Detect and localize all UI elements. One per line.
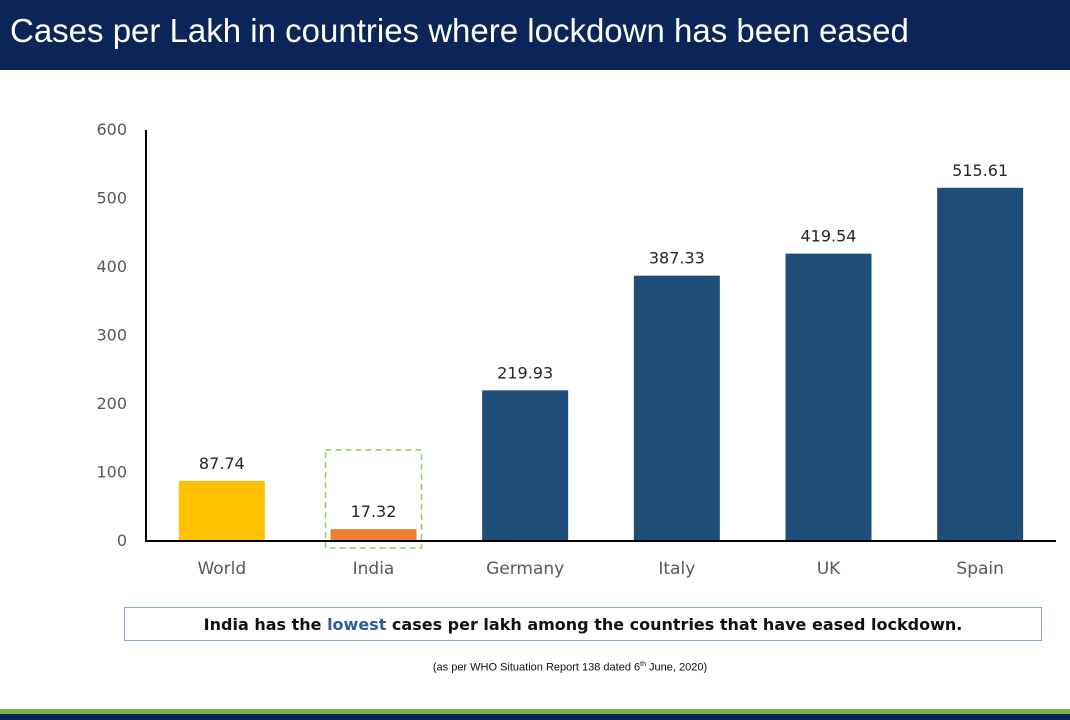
x-tick-label-spain: Spain [956, 559, 1004, 579]
y-tick-label: 200 [96, 394, 127, 413]
y-tick-label: 400 [96, 257, 127, 276]
x-axis-ticks: World India Germany Italy UK Spain [197, 559, 1003, 579]
bar-italy [633, 275, 720, 541]
bars [178, 187, 1024, 549]
y-axis-ticks: 0 100 200 300 400 500 600 [96, 120, 127, 550]
y-tick-label: 600 [96, 120, 127, 139]
data-label-uk: 419.54 [801, 227, 857, 246]
source-note-date: June, 2020) [645, 661, 708, 674]
bar-uk [785, 253, 872, 541]
y-tick-label: 300 [96, 326, 127, 345]
x-tick-label-italy: Italy [658, 559, 695, 579]
bar-germany [482, 390, 569, 541]
y-tick-label: 500 [96, 189, 127, 208]
x-tick-label-uk: UK [817, 559, 841, 579]
callout-highlight: lowest [327, 615, 387, 634]
bar-spain [937, 187, 1024, 542]
y-tick-label: 0 [117, 531, 127, 550]
page-title: Cases per Lakh in countries where lockdo… [10, 12, 909, 49]
bar-india [330, 529, 417, 541]
footer-navy-stripe [0, 714, 1070, 720]
source-note-text: (as per WHO Situation Report 138 dated 6 [432, 661, 641, 674]
source-note: (as per WHO Situation Report 138 dated 6… [0, 661, 1070, 674]
x-tick-label-germany: Germany [486, 559, 564, 579]
y-tick-label: 100 [96, 463, 127, 482]
bar-chart: 0 100 200 300 400 500 600 87.74 17.32 219.93 387.… [96, 120, 1056, 579]
title-bar: Cases per Lakh in countries where lockdo… [0, 0, 1070, 70]
data-label-india: 17.32 [351, 502, 397, 521]
data-labels: 87.74 17.32 219.93 387.33 419.54 515.61 [199, 161, 1008, 521]
india-highlight-box [324, 449, 423, 549]
key-finding-callout: India has the lowest cases per lakh amon… [124, 607, 1042, 641]
data-label-spain: 515.61 [952, 161, 1008, 180]
data-label-germany: 219.93 [497, 363, 553, 382]
x-tick-label-india: India [353, 559, 395, 579]
callout-suffix: cases per lakh among the countries that … [386, 615, 963, 634]
source-note-ordinal: th [640, 661, 646, 668]
x-tick-label-world: World [197, 559, 246, 579]
callout-prefix: India has the [203, 615, 328, 634]
bar-world [178, 480, 265, 541]
data-label-italy: 387.33 [649, 249, 705, 268]
footer-green-stripe [0, 709, 1070, 714]
data-label-world: 87.74 [199, 454, 245, 473]
